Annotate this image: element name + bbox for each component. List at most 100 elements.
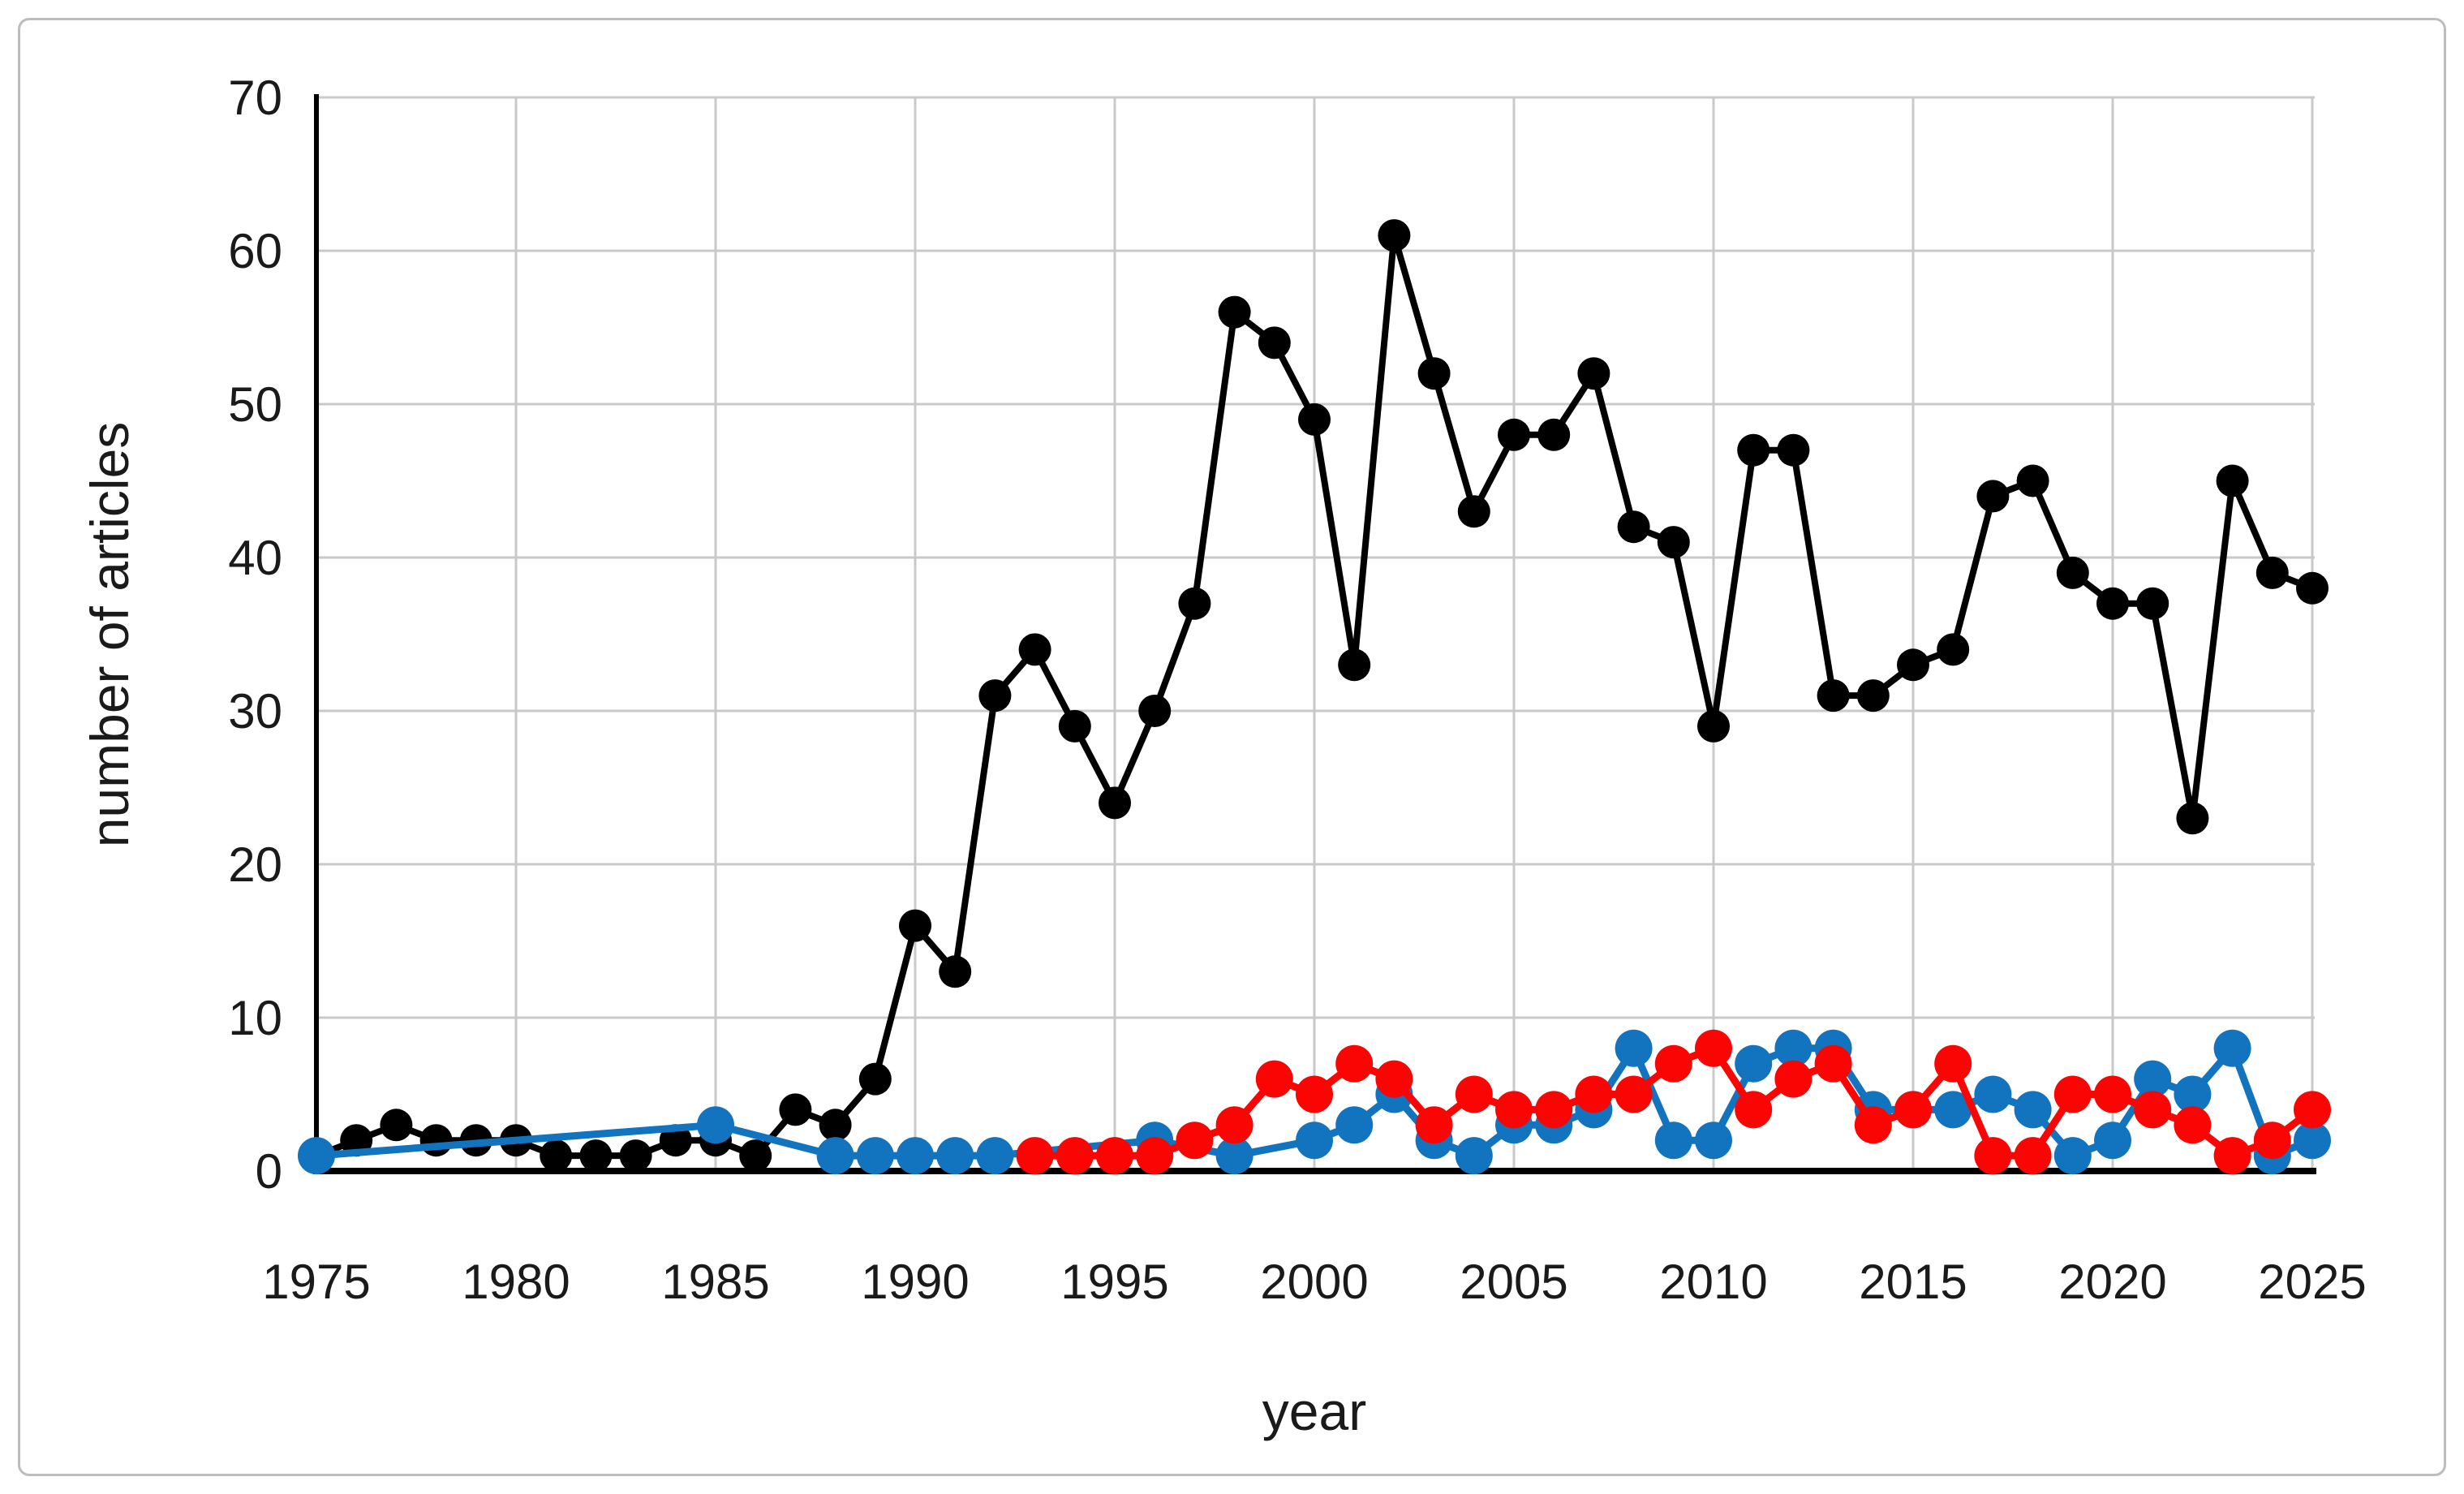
series-red-marker-2006 <box>1535 1091 1573 1129</box>
series-red-marker-2003 <box>1415 1106 1453 1144</box>
series-black-marker-2020 <box>2096 587 2129 620</box>
y-tick-label-50: 50 <box>228 377 282 432</box>
series-black-marker-1996 <box>1138 695 1172 727</box>
y-tick-label-60: 60 <box>228 224 282 278</box>
series-black-marker-2002 <box>1378 219 1411 252</box>
series-red-marker-2023 <box>2213 1137 2251 1175</box>
x-tick-label-1975: 1975 <box>262 1255 370 1309</box>
series-red-marker-2000 <box>1296 1075 1333 1113</box>
series-black-marker-2019 <box>2056 556 2089 589</box>
series-black-marker-2013 <box>1817 679 1850 713</box>
series-black-marker-2009 <box>1657 526 1690 559</box>
x-tick-label-1990: 1990 <box>861 1255 969 1309</box>
series-black-marker-2003 <box>1417 357 1451 390</box>
series-red-marker-1994 <box>1056 1137 1094 1175</box>
series-black-marker-2000 <box>1298 403 1331 436</box>
y-tick-label-10: 10 <box>228 991 282 1045</box>
series-black-marker-1981 <box>540 1139 573 1173</box>
series-black-marker-2012 <box>1777 433 1810 467</box>
series-blue-marker-2016 <box>1934 1091 1972 1129</box>
series-plot <box>298 219 2331 1175</box>
series-red-marker-2002 <box>1375 1060 1413 1098</box>
series-blue-marker-1988 <box>816 1137 854 1175</box>
series-black-marker-2015 <box>1897 648 1929 682</box>
series-red-marker-2018 <box>2014 1137 2052 1175</box>
x-axis-title: year <box>1262 1381 1366 1441</box>
series-black-marker-2025 <box>2296 571 2329 605</box>
series-black-marker-2006 <box>1537 418 1571 451</box>
series-blue-marker-1991 <box>936 1137 974 1175</box>
series-red-marker-2010 <box>1695 1029 1732 1067</box>
series-blue-marker-2004 <box>1455 1137 1493 1175</box>
series-blue-marker-2001 <box>1335 1106 1374 1144</box>
series-blue-marker-1989 <box>856 1137 894 1175</box>
gridlines <box>316 96 2315 1171</box>
series-red-marker-1996 <box>1136 1137 1174 1175</box>
x-tick-label-2005: 2005 <box>1460 1255 1567 1309</box>
figure-border <box>18 18 2446 1476</box>
series-black-marker-2017 <box>1976 480 2010 513</box>
series-red-marker-2021 <box>2134 1091 2172 1129</box>
y-tick-label-20: 20 <box>228 837 282 892</box>
series-blue-marker-2022 <box>2174 1075 2212 1113</box>
series-blue-marker-1990 <box>897 1137 934 1175</box>
series-black-marker-2018 <box>2016 464 2049 497</box>
series-black-marker-1986 <box>739 1139 772 1173</box>
series-blue-marker-2017 <box>1974 1075 2012 1113</box>
x-tick-labels: 1975 1980 1985 1990 1995 2000 2005 2010 2015 2020… <box>262 1255 2366 1309</box>
series-black-marker-2010 <box>1697 709 1730 743</box>
series-blue-marker-2020 <box>2094 1122 2131 1160</box>
series-black-marker-1977 <box>380 1109 413 1142</box>
series-black-marker-1993 <box>1018 633 1051 666</box>
series-red-marker-1999 <box>1255 1060 1293 1098</box>
y-tick-label-0: 0 <box>256 1144 282 1199</box>
series-black-marker-1990 <box>899 909 931 942</box>
series-red-marker-2004 <box>1455 1075 1493 1113</box>
series-black-marker-1995 <box>1099 786 1131 820</box>
series-blue-marker-1998 <box>1215 1137 1254 1175</box>
series-red-marker-2011 <box>1735 1091 1773 1129</box>
series-red-marker-2024 <box>2253 1122 2291 1160</box>
series-black-marker-2022 <box>2176 802 2209 835</box>
series-blue-marker-2009 <box>1654 1122 1692 1160</box>
y-tick-labels: 0 10 20 30 40 50 60 70 <box>228 71 282 1199</box>
series-blue-marker-2021 <box>2134 1060 2172 1098</box>
series-blue-marker-2023 <box>2213 1029 2251 1067</box>
x-tick-label-2000: 2000 <box>1260 1255 1368 1309</box>
series-blue-marker-1992 <box>976 1137 1014 1175</box>
series-red-marker-1995 <box>1096 1137 1133 1175</box>
series-black-marker-2005 <box>1498 418 1530 451</box>
series-black-marker-1989 <box>858 1062 892 1096</box>
series-black-marker-1988 <box>819 1109 852 1142</box>
series-red-marker-2019 <box>2053 1075 2092 1113</box>
series-blue-marker-2018 <box>2014 1091 2052 1129</box>
x-tick-label-1980: 1980 <box>462 1255 570 1309</box>
series-black-marker-2024 <box>2255 556 2289 589</box>
series-red-marker-2017 <box>1974 1137 2012 1175</box>
series-red-marker-2022 <box>2174 1106 2212 1144</box>
y-axis-title: number of articles <box>80 422 140 848</box>
series-red-marker-2020 <box>2094 1075 2131 1113</box>
series-black-marker-2001 <box>1338 648 1371 682</box>
series-blue-marker-2010 <box>1695 1122 1732 1160</box>
x-tick-label-2015: 2015 <box>1859 1255 1967 1309</box>
series-black-marker-1997 <box>1178 587 1211 620</box>
x-tick-label-1985: 1985 <box>661 1255 769 1309</box>
series-red-marker-2012 <box>1774 1060 1813 1098</box>
series-red-marker-1993 <box>1016 1137 1054 1175</box>
series-black-marker-1994 <box>1058 709 1091 743</box>
series-red-marker-1997 <box>1176 1122 1214 1160</box>
series-black-marker-1999 <box>1258 326 1291 360</box>
series-blue-marker-2011 <box>1735 1044 1773 1083</box>
series-black-marker-2016 <box>1937 633 1970 666</box>
series-red-marker-2007 <box>1575 1075 1613 1113</box>
series-red-marker-1998 <box>1215 1106 1254 1144</box>
series-black-marker-1991 <box>939 955 972 988</box>
x-tick-label-2010: 2010 <box>1659 1255 1767 1309</box>
series-black-marker-1978 <box>419 1124 453 1157</box>
series-blue-marker-2008 <box>1615 1029 1653 1067</box>
series-red-marker-2016 <box>1934 1044 1972 1083</box>
series-red-marker-2013 <box>1814 1044 1852 1083</box>
